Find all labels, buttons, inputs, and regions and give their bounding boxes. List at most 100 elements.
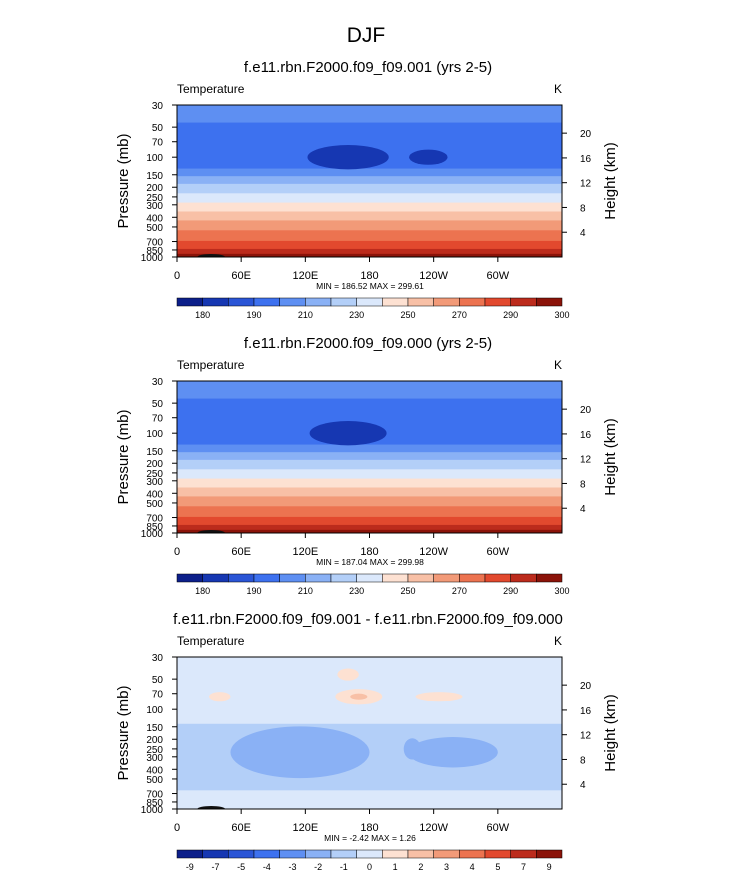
contour-band <box>177 176 562 185</box>
y-tick-label: 300 <box>146 477 163 488</box>
x-tick-label: 120E <box>292 822 318 834</box>
y-tick-label: 500 <box>146 775 163 786</box>
contour-field <box>177 105 562 257</box>
min-max-stats: MIN = 187.04 MAX = 299.98 <box>316 557 424 567</box>
x-tick-label: 0 <box>174 822 180 834</box>
colorbar-label: 180 <box>195 586 210 596</box>
x-tick-label: 180 <box>360 822 378 834</box>
colorbar-label: 230 <box>349 310 364 320</box>
colorbar-swatch <box>459 849 486 859</box>
contour-band <box>177 469 562 480</box>
y2-tick-label: 12 <box>580 179 592 190</box>
y2-axis-label: Height (km) <box>602 694 619 772</box>
colorbar-label: 3 <box>444 862 449 872</box>
colorbar-label: -3 <box>288 862 296 872</box>
y-tick-label: 50 <box>152 675 164 686</box>
contour-band <box>177 248 562 255</box>
x-tick-label: 120W <box>419 270 448 282</box>
y-tick-label: 250 <box>146 745 163 756</box>
colorbar-swatch <box>407 297 434 307</box>
x-tick-label: 60W <box>487 270 510 282</box>
topography <box>197 806 226 809</box>
contour-band <box>177 168 562 177</box>
contour-region <box>230 726 370 779</box>
contour-region <box>350 693 368 700</box>
contour-field <box>177 381 562 533</box>
colorbar-swatch <box>382 297 409 307</box>
topography <box>197 530 226 533</box>
colorbar-label: 210 <box>298 310 313 320</box>
x-tick-label: 0 <box>174 270 180 282</box>
x-tick-label: 120W <box>419 822 448 834</box>
contour-band <box>177 487 562 498</box>
y-tick-label: 850 <box>146 798 163 809</box>
colorbar-swatch <box>407 573 434 583</box>
colorbar-swatch <box>356 573 383 583</box>
contour-band <box>177 459 562 470</box>
colorbar-swatch <box>176 297 203 307</box>
colorbar-swatch <box>484 849 511 859</box>
y-tick-label: 700 <box>146 514 163 525</box>
colorbar-swatch <box>330 849 357 859</box>
y-tick-label: 400 <box>146 489 163 500</box>
x-tick-label: 180 <box>360 270 378 282</box>
y-tick-label: 1000 <box>141 805 164 816</box>
x-tick-label: 60E <box>231 270 251 282</box>
colorbar-swatch <box>202 297 229 307</box>
x-tick-label: 60E <box>231 822 251 834</box>
contour-band <box>177 211 562 222</box>
colorbar-label: 250 <box>400 586 415 596</box>
y-axis-label: Pressure (mb) <box>115 133 132 228</box>
y-tick-label: 850 <box>146 246 163 257</box>
colorbar-swatch <box>305 297 332 307</box>
y-tick-label: 400 <box>146 213 163 224</box>
colorbar-label: 300 <box>554 310 569 320</box>
colorbar-swatch <box>228 849 255 859</box>
panel-title: f.e11.rbn.F2000.f09_f09.001 - f.e11.rbn.… <box>173 611 563 628</box>
y-tick-label: 100 <box>146 705 163 716</box>
colorbar-swatch <box>407 849 434 859</box>
contour-region <box>337 668 359 681</box>
panel-title: f.e11.rbn.F2000.f09_f09.001 (yrs 2-5) <box>244 59 492 76</box>
contour-band <box>177 516 562 526</box>
x-tick-label: 60W <box>487 822 510 834</box>
colorbar-label: 180 <box>195 310 210 320</box>
colorbar-swatch <box>510 849 537 859</box>
y2-axis-label: Height (km) <box>602 142 619 220</box>
contour-band <box>177 381 562 400</box>
colorbar-label: -1 <box>340 862 348 872</box>
colorbar-label: 290 <box>503 586 518 596</box>
topography <box>197 254 226 257</box>
colorbar-swatch <box>202 573 229 583</box>
y-tick-label: 1000 <box>141 253 164 264</box>
colorbar-swatch <box>510 573 537 583</box>
colorbar-swatch <box>279 297 306 307</box>
variable-label: Temperature <box>177 634 245 648</box>
colorbar-swatch <box>510 297 537 307</box>
x-tick-label: 0 <box>174 546 180 558</box>
contour-band <box>177 452 562 461</box>
y-tick-label: 30 <box>152 101 164 112</box>
figure-title: DJF <box>347 24 386 47</box>
y-tick-label: 100 <box>146 153 163 164</box>
colorbar-swatch <box>330 573 357 583</box>
colorbar-swatch <box>228 297 255 307</box>
y-tick-label: 200 <box>146 735 163 746</box>
colorbar-swatch <box>305 849 332 859</box>
contour-region <box>309 421 387 446</box>
variable-label: Temperature <box>177 358 245 372</box>
colorbar-swatch <box>459 573 486 583</box>
panel-2: f.e11.rbn.F2000.f09_f09.000 (yrs 2-5) Tem… <box>115 335 619 596</box>
contour-band <box>177 524 562 531</box>
y-tick-label: 700 <box>146 790 163 801</box>
colorbar-swatch <box>536 573 563 583</box>
colorbar-swatch <box>382 849 409 859</box>
contour-band <box>177 183 562 194</box>
colorbar-swatch <box>253 849 280 859</box>
y2-tick-label: 16 <box>580 706 592 717</box>
y-tick-label: 250 <box>146 193 163 204</box>
colorbar-label: -5 <box>237 862 245 872</box>
colorbar-label: 210 <box>298 586 313 596</box>
colorbar-label: 270 <box>452 310 467 320</box>
colorbar-label: 230 <box>349 586 364 596</box>
